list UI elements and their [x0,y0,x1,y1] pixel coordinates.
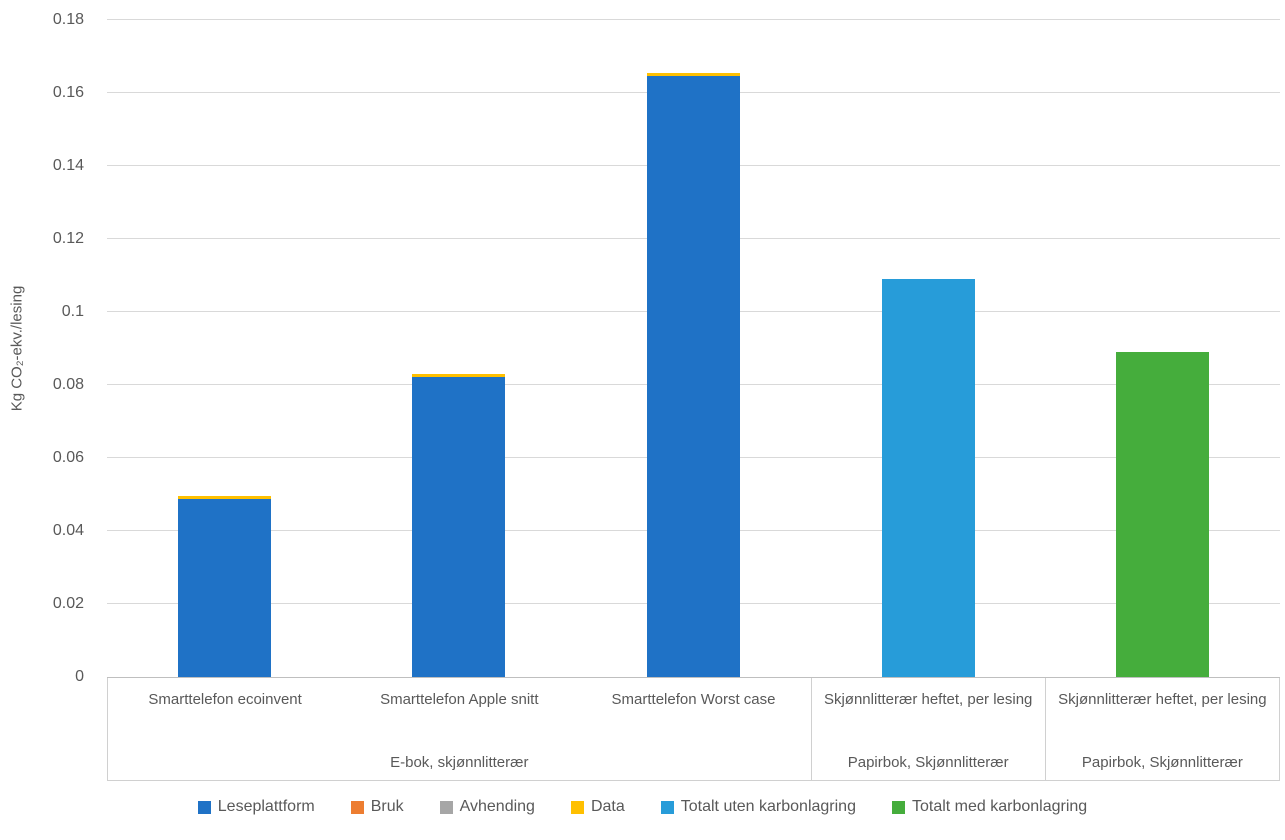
legend: Leseplattform Bruk Avhending Data Totalt ute… [0,798,1285,816]
bar-segment-data [412,374,506,377]
bar-4 [881,20,975,677]
category-label: Smarttelefon ecoinvent [148,691,302,708]
y-tick-label: 0.06 [52,449,84,466]
category-label-row: Skjønnlitterær heftet, per lesing [812,678,1045,754]
bar-1 [177,20,271,677]
category-label: Skjønnlitterær heftet, per lesing [823,691,1033,708]
group-label: Papirbok, Skjønnlitterær [847,754,1009,771]
plot-area [107,19,1280,678]
legend-label: Data [590,798,625,815]
group-label: E-bok, skjønnlitterær [390,754,529,771]
y-tick-label: 0 [75,668,84,685]
y-tick-label: 0.02 [52,595,84,612]
y-tick-label: 0.14 [52,157,84,174]
legend-swatch-icon [197,800,211,814]
category-label-row: Skjønnlitterær heftet, per lesing [1046,678,1279,754]
axis-group: Smarttelefon ecoinvent Smarttelefon Apple… [108,678,811,780]
y-tick-label: 0.18 [52,11,84,28]
legend-swatch-icon [439,800,453,814]
bar-segment-leseplattform [647,75,740,677]
legend-item: Data [570,798,625,816]
legend-label: Totalt uten karbonlagring [680,798,856,815]
bar-3 [647,20,740,677]
legend-label: Bruk [370,798,404,815]
legend-item: Bruk [350,798,404,816]
category-label-row: Smarttelefon ecoinvent Smarttelefon Apple… [108,678,811,754]
bar-5 [1116,20,1210,677]
y-tick-label: 0.08 [52,376,84,393]
legend-item: Totalt uten karbonlagring [660,798,856,816]
group-label: Papirbok, Skjønnlitterær [1081,754,1243,771]
legend-label: Avhending [459,798,535,815]
legend-swatch-icon [350,800,364,814]
legend-item: Avhending [439,798,535,816]
legend-label: Totalt med karbonlagring [911,798,1088,815]
legend-item: Totalt med karbonlagring [891,798,1088,816]
y-tick-label: 0.12 [52,230,84,247]
legend-swatch-icon [891,800,905,814]
y-tick-label: 0.1 [61,303,84,320]
y-tick-label: 0.04 [52,522,84,539]
legend-label: Leseplattform [217,798,315,815]
category-label: Smarttelefon Apple snitt [380,691,539,708]
y-axis-title: Kg CO₂-ekv./lesing [2,20,32,677]
gridline [107,19,1280,20]
bar-segment-totalt-uten-karbonlagring [881,279,975,677]
legend-swatch-icon [570,800,584,814]
category-axis: Smarttelefon ecoinvent Smarttelefon Apple… [107,678,1280,781]
bar-segment-leseplattform [412,376,506,677]
bar-2 [412,20,506,677]
bar-segment-totalt-med-karbonlagring [1116,352,1210,677]
legend-item: Leseplattform [197,798,315,816]
axis-group: Skjønnlitterær heftet, per lesing Papirbo… [1044,678,1279,780]
bar-segment-data [177,496,271,500]
axis-group: Skjønnlitterær heftet, per lesing Papirbo… [810,678,1045,780]
bar-segment-data [647,72,740,76]
y-tick-label: 0.16 [52,84,84,101]
category-label: Skjønnlitterær heftet, per lesing [1058,691,1267,708]
category-label: Smarttelefon Worst case [611,691,776,708]
bar-segment-leseplattform [177,499,271,677]
legend-swatch-icon [660,800,674,814]
